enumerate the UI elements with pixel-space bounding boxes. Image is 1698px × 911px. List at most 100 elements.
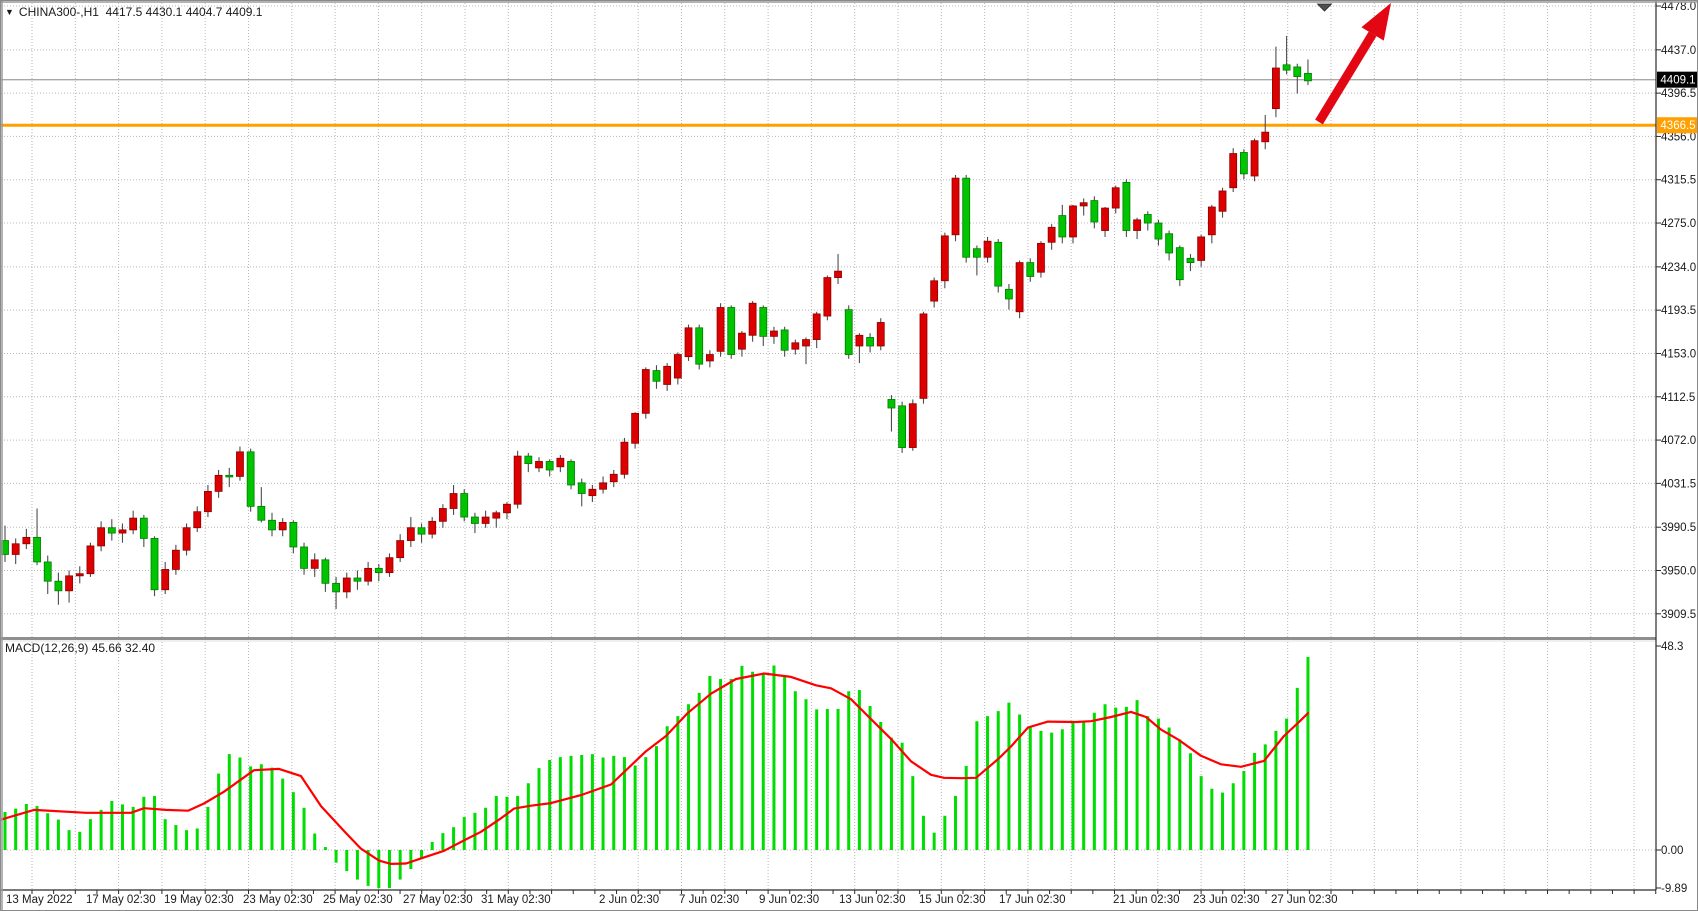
candle-bullish [118, 529, 127, 534]
candle-bearish [289, 521, 298, 548]
candle-bullish [236, 451, 244, 477]
trend-arrow-shaft [1315, 31, 1377, 125]
candle-bullish [663, 365, 672, 385]
date-axis-label: 19 May 02:30 [164, 894, 234, 906]
candle-bearish [43, 561, 52, 582]
price-axis-label: 4437.0 [1661, 45, 1696, 57]
macd-axis-label: -9.89 [1661, 883, 1687, 895]
macd-indicator-label: MACD(12,26,9) 45.66 32.40 [5, 641, 156, 655]
candle-bearish [972, 248, 981, 258]
candle-bullish [983, 240, 992, 258]
date-axis-label: 23 Jun 02:30 [1193, 894, 1260, 906]
price-axis-label: 3909.5 [1661, 609, 1696, 621]
price-axis-label: 4234.0 [1661, 262, 1696, 274]
candle-bearish [1186, 257, 1195, 263]
symbol-dropdown-icon[interactable]: ▼ [5, 7, 14, 17]
candle-bullish [1229, 153, 1238, 189]
price-axis-label: 4072.0 [1661, 435, 1696, 447]
price-axis-label: 4356.0 [1661, 131, 1696, 143]
date-axis-label: 7 Jun 02:30 [679, 894, 739, 906]
candle-bearish [246, 451, 255, 507]
candle-bullish [1069, 205, 1077, 238]
date-axis-label: 27 May 02:30 [403, 894, 473, 906]
price-axis-label: 4315.5 [1661, 175, 1696, 187]
candle-bearish [1026, 262, 1035, 277]
candle-bullish [1207, 206, 1216, 236]
candle-bullish [1197, 236, 1206, 261]
candle-bullish [97, 527, 106, 547]
candle-bullish [204, 490, 212, 513]
candle-bullish [1261, 131, 1270, 143]
candle-bearish [1165, 233, 1174, 254]
price-axis-label: 3950.0 [1661, 566, 1696, 578]
current-price-badge-text: 4409.1 [1660, 75, 1695, 87]
candle-bullish [65, 575, 73, 592]
price-axis-label: 4478.0 [1661, 1, 1696, 13]
candle-bullish [609, 473, 618, 483]
candle-bearish [898, 405, 907, 448]
candle-bullish [631, 412, 640, 444]
date-axis-label: 2 Jun 02:30 [599, 894, 659, 906]
candle-bearish [332, 582, 340, 593]
candle-bullish [75, 573, 84, 577]
candle-bullish [449, 493, 458, 509]
chart-shift-marker-icon[interactable] [1316, 3, 1333, 12]
candle-bullish [641, 369, 650, 414]
pane-separator[interactable] [1, 637, 1656, 640]
candle-bearish [567, 461, 575, 486]
candle-bearish [887, 399, 896, 409]
macd-axis-label: 0.00 [1661, 845, 1683, 857]
candle-bullish [919, 313, 928, 399]
trend-arrow[interactable] [1315, 3, 1391, 125]
candle-bearish [652, 370, 661, 382]
candle-bearish [727, 307, 736, 355]
candle-bearish [268, 519, 276, 531]
current-price-badge [1657, 71, 1697, 88]
date-axis-label: 23 May 02:30 [243, 894, 313, 906]
candle-bearish [417, 527, 426, 535]
candle-bearish [321, 559, 330, 584]
candle-bullish [278, 521, 287, 531]
candle-bullish [770, 330, 778, 337]
candle-bearish [577, 482, 586, 494]
candle-bullish [908, 403, 917, 448]
candle-bullish [1037, 242, 1045, 273]
date-axis-label: 25 May 02:30 [323, 894, 393, 906]
candle-bearish [460, 493, 469, 518]
date-axis-label: 13 Jun 02:30 [839, 894, 906, 906]
candle-bullish [182, 527, 191, 551]
candle-bearish [1058, 215, 1067, 238]
price-axis[interactable]: 4478.0 4437.0 4396.5 4356.0 4315.5 4275.0 4234… [1656, 1, 1696, 895]
candle-bearish [994, 241, 1003, 287]
candle-bullish [748, 302, 757, 336]
candle-bullish [738, 332, 746, 350]
candle-bullish [171, 549, 180, 570]
candle-bullish [1079, 202, 1088, 207]
candle-bearish [780, 329, 789, 351]
candle-bullish [823, 277, 832, 317]
date-axis-label: 9 Jun 02:30 [759, 894, 819, 906]
candle-bullish [834, 270, 842, 278]
candle-bullish [1111, 187, 1120, 209]
candle-bearish [225, 474, 234, 478]
date-axis-label: 13 May 2022 [6, 894, 73, 906]
candle-bullish [1218, 190, 1227, 212]
candle-bullish [620, 441, 629, 475]
price-axis-label: 4396.5 [1661, 88, 1696, 100]
candle-bullish [855, 334, 864, 347]
candle-bullish [940, 235, 949, 282]
price-axis-label: 4112.5 [1661, 392, 1695, 404]
date-axis[interactable]: 13 May 2022 17 May 02:30 19 May 02:30 23 Ma… [6, 890, 1657, 906]
candle-bullish [1133, 219, 1141, 231]
candle-bullish [791, 342, 800, 350]
candle-bearish [844, 309, 853, 355]
hline-price-badge [1657, 117, 1697, 134]
date-axis-label: 15 Jun 02:30 [919, 894, 986, 906]
candle-bearish [1293, 66, 1302, 77]
candle-bearish [150, 538, 159, 591]
date-axis-label: 21 Jun 02:30 [1113, 894, 1180, 906]
candle-bullish [716, 307, 725, 352]
candle-bullish [1047, 226, 1056, 243]
